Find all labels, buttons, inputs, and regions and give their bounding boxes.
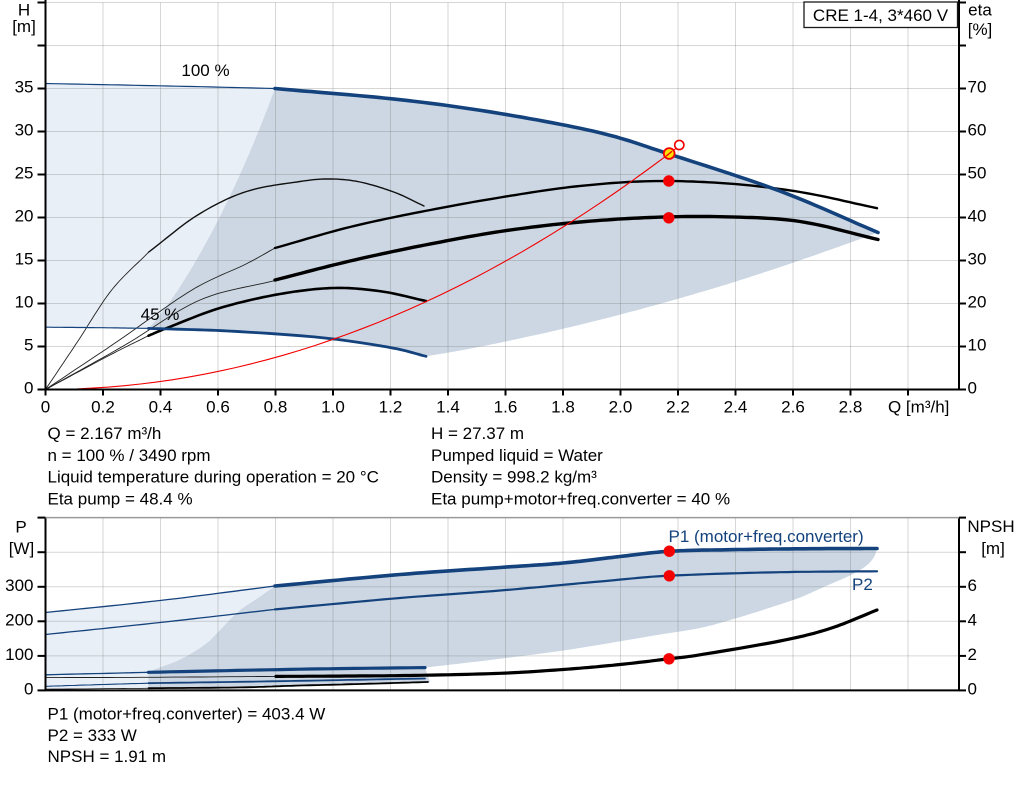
svg-text:2.4: 2.4 bbox=[724, 398, 748, 417]
svg-text:Density = 998.2 kg/m³: Density = 998.2 kg/m³ bbox=[431, 468, 597, 487]
svg-text:0: 0 bbox=[24, 680, 33, 699]
svg-text:70: 70 bbox=[968, 78, 987, 97]
svg-text:P1 (motor+freq.converter) = 40: P1 (motor+freq.converter) = 403.4 W bbox=[48, 705, 326, 724]
svg-text:45 %: 45 % bbox=[141, 305, 180, 324]
svg-text:1.4: 1.4 bbox=[436, 398, 460, 417]
svg-text:H = 27.37 m: H = 27.37 m bbox=[431, 424, 524, 443]
svg-text:Liquid temperature during oper: Liquid temperature during operation = 20… bbox=[48, 468, 379, 487]
svg-text:50: 50 bbox=[968, 164, 987, 183]
svg-text:H: H bbox=[18, 1, 30, 20]
svg-text:35: 35 bbox=[15, 78, 34, 97]
svg-text:P1 (motor+freq.converter): P1 (motor+freq.converter) bbox=[669, 527, 864, 546]
svg-text:P2: P2 bbox=[852, 575, 873, 594]
svg-text:CRE 1-4, 3*460 V: CRE 1-4, 3*460 V bbox=[813, 6, 949, 25]
svg-text:Pumped liquid = Water: Pumped liquid = Water bbox=[431, 446, 603, 465]
svg-text:40: 40 bbox=[968, 207, 987, 226]
svg-text:10: 10 bbox=[968, 336, 987, 355]
svg-text:Eta pump+motor+freq.converter: Eta pump+motor+freq.converter = 40 % bbox=[431, 489, 730, 508]
svg-text:0: 0 bbox=[41, 398, 50, 417]
svg-text:1.2: 1.2 bbox=[379, 398, 403, 417]
svg-text:P: P bbox=[15, 518, 26, 537]
svg-text:30: 30 bbox=[15, 121, 34, 140]
svg-text:2: 2 bbox=[968, 645, 977, 664]
svg-text:0.6: 0.6 bbox=[206, 398, 230, 417]
svg-text:Eta pump = 48.4 %: Eta pump = 48.4 % bbox=[48, 489, 193, 508]
svg-text:n = 100 % / 3490 rpm: n = 100 % / 3490 rpm bbox=[48, 446, 211, 465]
svg-text:Q [m³/h]: Q [m³/h] bbox=[888, 398, 949, 417]
svg-text:0: 0 bbox=[24, 379, 33, 398]
svg-text:20: 20 bbox=[968, 293, 987, 312]
svg-text:100: 100 bbox=[5, 645, 33, 664]
svg-text:0.2: 0.2 bbox=[91, 398, 115, 417]
svg-text:4: 4 bbox=[968, 611, 977, 630]
svg-text:200: 200 bbox=[5, 611, 33, 630]
svg-text:eta: eta bbox=[968, 1, 992, 20]
svg-text:[%]: [%] bbox=[968, 20, 993, 39]
svg-text:0: 0 bbox=[968, 680, 977, 699]
svg-text:300: 300 bbox=[5, 576, 33, 595]
svg-text:Q = 2.167 m³/h: Q = 2.167 m³/h bbox=[48, 424, 162, 443]
svg-text:[W]: [W] bbox=[9, 539, 35, 558]
svg-text:2.2: 2.2 bbox=[666, 398, 690, 417]
svg-text:5: 5 bbox=[24, 336, 33, 355]
svg-text:[m]: [m] bbox=[12, 17, 36, 36]
svg-text:1.0: 1.0 bbox=[321, 398, 345, 417]
svg-text:2.0: 2.0 bbox=[609, 398, 633, 417]
svg-text:100 %: 100 % bbox=[181, 61, 229, 80]
svg-text:NPSH = 1.91 m: NPSH = 1.91 m bbox=[48, 747, 167, 766]
svg-text:0.4: 0.4 bbox=[149, 398, 173, 417]
svg-text:0: 0 bbox=[968, 379, 977, 398]
svg-text:[m]: [m] bbox=[981, 539, 1005, 558]
svg-text:10: 10 bbox=[15, 293, 34, 312]
svg-text:15: 15 bbox=[15, 250, 34, 269]
svg-text:60: 60 bbox=[968, 121, 987, 140]
svg-text:NPSH: NPSH bbox=[967, 517, 1014, 536]
svg-text:1.6: 1.6 bbox=[494, 398, 518, 417]
svg-text:6: 6 bbox=[968, 576, 977, 595]
svg-text:2.6: 2.6 bbox=[781, 398, 805, 417]
svg-text:1.8: 1.8 bbox=[551, 398, 575, 417]
svg-text:20: 20 bbox=[15, 207, 34, 226]
svg-text:2.8: 2.8 bbox=[839, 398, 863, 417]
svg-text:P2 = 333 W: P2 = 333 W bbox=[48, 726, 137, 745]
svg-text:30: 30 bbox=[968, 250, 987, 269]
svg-text:0.8: 0.8 bbox=[264, 398, 288, 417]
svg-text:25: 25 bbox=[15, 164, 34, 183]
